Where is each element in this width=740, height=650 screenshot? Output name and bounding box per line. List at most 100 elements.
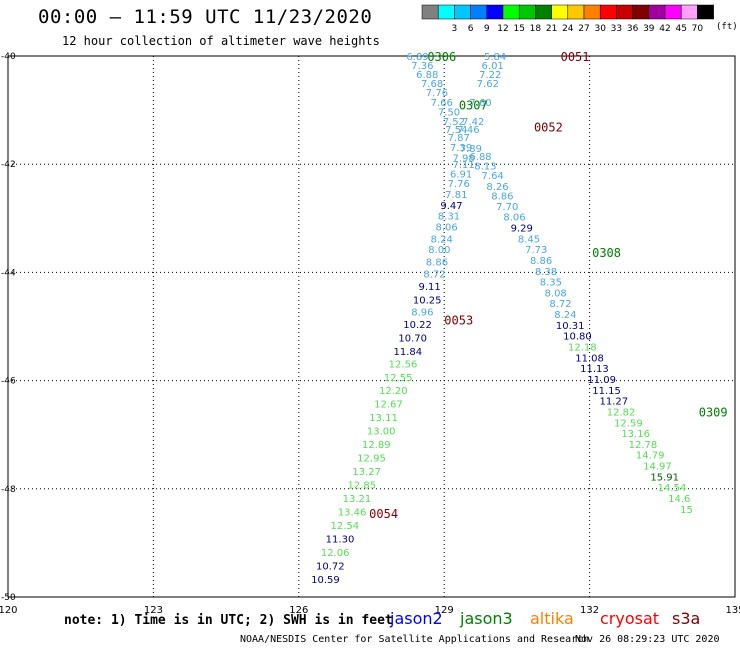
color-bin bbox=[470, 4, 488, 20]
wave-height-label: 7.50 bbox=[438, 108, 460, 119]
color-bin-label: 21 bbox=[546, 24, 557, 34]
wave-height-label: 7.52 bbox=[443, 117, 465, 128]
wave-height-label: 7.22 bbox=[479, 70, 501, 81]
wave-height-label: 14.97 bbox=[643, 462, 672, 473]
wave-height-label: 12.95 bbox=[357, 453, 386, 464]
wave-height-label: 6.89 bbox=[406, 52, 428, 63]
footer-timestamp: Nov 26 08:29:23 UTC 2020 bbox=[575, 634, 720, 645]
track-t3c: 12.06 bbox=[321, 548, 350, 559]
pass-time-label: 0309 bbox=[699, 405, 728, 419]
wave-height-label: 7.11 bbox=[452, 160, 474, 171]
color-bin-label: 30 bbox=[594, 24, 606, 34]
wave-height-label: 13.16 bbox=[621, 429, 650, 440]
wave-height-label: 11.13 bbox=[580, 364, 609, 375]
wave-height-label: 12.82 bbox=[607, 407, 636, 418]
wave-height-label: 9.47 bbox=[440, 201, 462, 212]
wave-height-label: 8.72 bbox=[549, 299, 571, 310]
satellite-legend-cryosat: cryosat bbox=[600, 609, 660, 628]
wave-height-label: 7.46 bbox=[457, 125, 479, 136]
wave-height-label: 10.80 bbox=[563, 332, 592, 343]
wave-height-label: 12.59 bbox=[614, 418, 643, 429]
wave-height-label: 8.24 bbox=[554, 310, 576, 321]
track-t6b: 15.91 bbox=[650, 472, 679, 483]
track-t1c: 8.318.068.248.00 8.868.72 bbox=[423, 212, 460, 281]
lon-tick-label: 126 bbox=[289, 605, 308, 616]
track-t4b: 9.29 bbox=[511, 223, 533, 234]
track-t2b: 8.96 bbox=[411, 307, 433, 318]
color-bin-label: 3 bbox=[452, 24, 458, 34]
wave-height-label: 12.78 bbox=[629, 440, 658, 451]
wave-height-label: 11.15 bbox=[592, 386, 621, 397]
lat-tick-label: -42 bbox=[1, 160, 16, 170]
color-bin-label: 15 bbox=[513, 24, 524, 34]
lat-lon-grid: 120 123 126 129 132 135 -40 -42 -44 -46 -48 -50 bbox=[0, 52, 740, 616]
wave-height-label: 10.25 bbox=[413, 295, 442, 306]
color-bin bbox=[502, 4, 520, 20]
wave-height-label: 13.11 bbox=[369, 413, 398, 424]
wave-height-label: 7.68 bbox=[421, 79, 443, 90]
color-bin-label: 70 bbox=[692, 24, 704, 34]
wave-height-label: 8.45 bbox=[518, 234, 540, 245]
wave-height-label: 11.30 bbox=[326, 535, 355, 546]
wave-height-label: 10.70 bbox=[398, 333, 427, 344]
wave-height-label: 12.18 bbox=[568, 343, 597, 354]
color-scale-bar: 3 6 9 12 15 18 21 24 27 30 33 36 39 42 45 70 bbox=[421, 4, 714, 34]
wave-height-label: 7.36 bbox=[411, 61, 433, 72]
wave-height-label: 7.73 bbox=[525, 245, 547, 256]
wave-height-label: 6.01 bbox=[482, 61, 504, 72]
color-bin bbox=[632, 4, 650, 20]
wave-height-label: 12.67 bbox=[374, 399, 403, 410]
color-scale-units: (ft) bbox=[716, 22, 738, 32]
track-t3b: 11.30 bbox=[326, 535, 355, 546]
lat-tick-label: -44 bbox=[1, 268, 16, 278]
lon-tick-label: 129 bbox=[435, 605, 454, 616]
wave-height-label: 12.06 bbox=[321, 548, 350, 559]
wave-height-label: 13.21 bbox=[343, 494, 372, 505]
wave-height-label: 14.6 bbox=[668, 494, 690, 505]
pass-time-label: 0053 bbox=[444, 313, 473, 327]
lat-tick-label: -50 bbox=[1, 593, 16, 603]
color-bin-label: 24 bbox=[562, 24, 574, 34]
wave-height-label: 8.96 bbox=[411, 307, 433, 318]
lon-tick-label: 123 bbox=[144, 605, 163, 616]
color-bin bbox=[437, 4, 455, 20]
wave-height-label: 9.11 bbox=[419, 282, 441, 293]
wave-height-label: 7.87 bbox=[448, 133, 470, 144]
wave-height-label: 5.84 bbox=[484, 52, 506, 63]
wave-height-label: 13.27 bbox=[352, 467, 381, 478]
pass-time-label: 0054 bbox=[369, 507, 398, 521]
color-bin-label: 45 bbox=[675, 24, 686, 34]
wave-height-label: 9.29 bbox=[511, 223, 533, 234]
wave-height-label: 15 bbox=[680, 505, 693, 516]
wave-height-label: 8.24 bbox=[431, 234, 453, 245]
track-t2: 9.11 10.25 bbox=[413, 282, 442, 307]
lat-tick-label: -40 bbox=[1, 52, 16, 62]
wave-height-label: 8.13 bbox=[474, 161, 496, 172]
wave-height-label: 14.54 bbox=[658, 483, 687, 494]
wave-height-label: 8.31 bbox=[438, 212, 460, 223]
wave-height-label: 8.38 bbox=[535, 267, 557, 278]
wave-height-label: 8.08 bbox=[545, 288, 567, 299]
wave-height-label: 8.06 bbox=[435, 222, 457, 233]
satellite-legend-jason2: jason2 bbox=[390, 609, 443, 628]
track-t3d: 10.72 10.59 bbox=[311, 562, 344, 587]
pass-time-label: 0308 bbox=[592, 246, 621, 260]
wave-height-label: 8.06 bbox=[503, 213, 525, 224]
color-bin bbox=[664, 4, 682, 20]
wave-height-label: 10.59 bbox=[311, 575, 340, 586]
wave-height-label: 7.66 bbox=[431, 98, 453, 109]
wave-height-label: 11.08 bbox=[575, 353, 604, 364]
track-t5b: 12.18 bbox=[568, 343, 597, 354]
wave-height-label: 11.27 bbox=[600, 397, 629, 408]
pass-time-label: 0051 bbox=[561, 50, 590, 64]
satellite-legend-s3a: s3a bbox=[672, 609, 701, 628]
wave-height-label: 11.09 bbox=[587, 375, 616, 386]
map-title: 00:00 – 11:59 UTC 11/23/2020 bbox=[38, 6, 373, 28]
wave-height-label: 8.72 bbox=[423, 269, 445, 280]
wave-height-label: 7.89 bbox=[460, 144, 482, 155]
color-bin bbox=[616, 4, 633, 20]
wave-height-label: 6.88 bbox=[469, 152, 491, 163]
wave-height-label: 12.56 bbox=[389, 359, 418, 370]
satellite-legend-altika: altika bbox=[530, 609, 574, 628]
